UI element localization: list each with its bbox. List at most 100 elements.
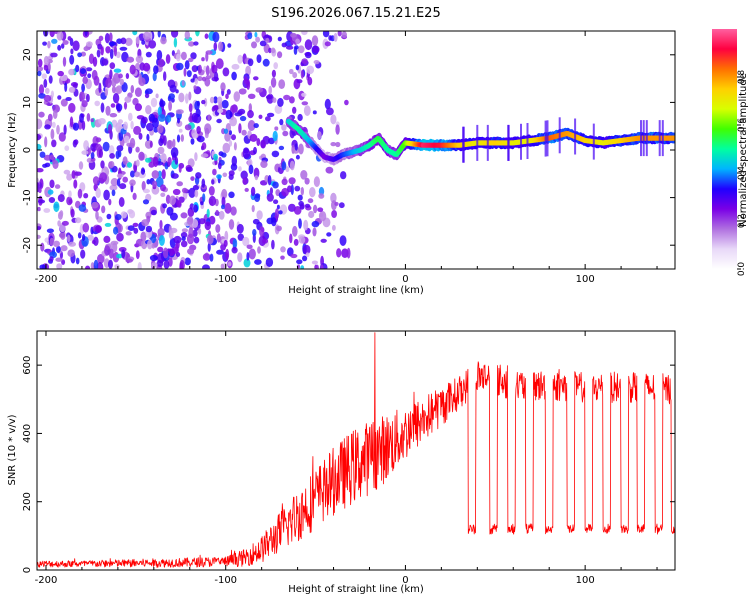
noise-blob <box>232 238 238 249</box>
noise-blob <box>155 93 159 99</box>
noise-blob <box>185 166 193 172</box>
noise-blob <box>269 187 273 195</box>
noise-blob <box>302 244 311 255</box>
noise-blob <box>109 48 114 60</box>
noise-blob <box>187 248 195 255</box>
noise-blob <box>109 113 118 118</box>
noise-blob <box>238 88 247 95</box>
noise-blob <box>301 58 308 64</box>
noise-blob <box>253 146 257 155</box>
noise-blob <box>273 62 279 70</box>
noise-blob <box>121 82 128 93</box>
ridge-streak <box>544 120 547 157</box>
noise-blob <box>258 114 263 120</box>
noise-blob <box>63 124 67 135</box>
noise-blob <box>207 242 211 252</box>
noise-blob <box>332 224 336 231</box>
noise-blob <box>160 36 167 45</box>
noise-blob <box>39 151 46 158</box>
noise-blob <box>53 240 60 247</box>
noise-blob <box>344 99 349 106</box>
noise-blob <box>135 146 140 153</box>
noise-blob <box>181 228 188 233</box>
noise-blob <box>228 191 235 199</box>
noise-blob <box>306 65 315 75</box>
noise-blob <box>52 110 58 119</box>
noise-blob <box>48 75 53 84</box>
noise-blob <box>126 56 135 63</box>
noise-blob <box>176 181 183 187</box>
noise-blob <box>70 208 75 218</box>
noise-blob <box>180 51 187 61</box>
noise-blob <box>304 39 313 51</box>
ridge-streak <box>574 118 577 155</box>
noise-blob <box>215 58 224 70</box>
noise-blob <box>43 55 50 66</box>
noise-blob <box>338 202 345 209</box>
noise-blob <box>39 264 46 269</box>
noise-blob <box>181 80 185 86</box>
x-tick-label: 0 <box>402 274 408 285</box>
noise-blob <box>108 259 113 269</box>
noise-blob <box>247 93 256 100</box>
noise-blob <box>37 118 43 130</box>
noise-blob <box>53 201 60 213</box>
noise-blob <box>133 227 139 234</box>
noise-blob <box>303 219 309 231</box>
x-tick-label: 100 <box>576 274 595 285</box>
noise-blob <box>157 170 162 178</box>
noise-blob <box>223 239 228 248</box>
noise-blob <box>300 265 305 269</box>
noise-blob <box>186 217 194 225</box>
noise-blob <box>196 126 201 134</box>
snr-plot-area <box>37 331 675 570</box>
noise-blob <box>37 234 41 239</box>
noise-blob <box>290 253 298 259</box>
noise-blob <box>227 43 232 48</box>
noise-blob <box>126 162 133 168</box>
ridge-streak <box>558 117 561 154</box>
noise-blob <box>85 265 91 269</box>
noise-blob <box>47 113 53 122</box>
noise-blob <box>153 65 159 74</box>
noise-blob <box>320 238 327 243</box>
noise-blob <box>277 36 282 42</box>
noise-blob <box>204 221 211 231</box>
ridge-streak <box>592 123 595 160</box>
noise-blob <box>191 112 198 123</box>
x-tick-label: -100 <box>214 575 237 586</box>
noise-blob <box>190 78 195 83</box>
noise-blob <box>168 93 175 100</box>
noise-blob <box>238 123 242 134</box>
noise-blob <box>138 132 143 140</box>
noise-blob <box>104 245 111 256</box>
ridge-streak <box>642 120 645 157</box>
noise-blob <box>135 55 144 64</box>
noise-blob <box>178 92 185 103</box>
noise-blob <box>231 246 238 254</box>
noise-blob <box>201 178 206 188</box>
noise-blob <box>205 75 212 80</box>
noise-blob <box>82 76 88 84</box>
noise-blob <box>270 47 276 54</box>
noise-blob <box>200 201 204 206</box>
noise-blob <box>172 138 176 148</box>
noise-blob <box>337 31 342 37</box>
noise-blob <box>69 54 75 65</box>
noise-blob <box>281 42 287 48</box>
noise-blob <box>247 58 254 67</box>
noise-blob <box>192 229 198 237</box>
noise-blob <box>218 210 225 220</box>
noise-blob <box>259 40 267 47</box>
noise-blob <box>163 71 167 81</box>
noise-blob <box>144 93 150 99</box>
noise-blob <box>326 232 332 237</box>
noise-blob <box>157 58 165 68</box>
noise-blob <box>146 122 154 132</box>
noise-blob <box>265 34 269 39</box>
noise-blob <box>116 232 124 242</box>
snr-x-label: Height of straight line (km) <box>288 584 424 595</box>
noise-blob <box>148 40 157 49</box>
noise-blob <box>86 113 91 122</box>
noise-blob <box>110 178 119 187</box>
